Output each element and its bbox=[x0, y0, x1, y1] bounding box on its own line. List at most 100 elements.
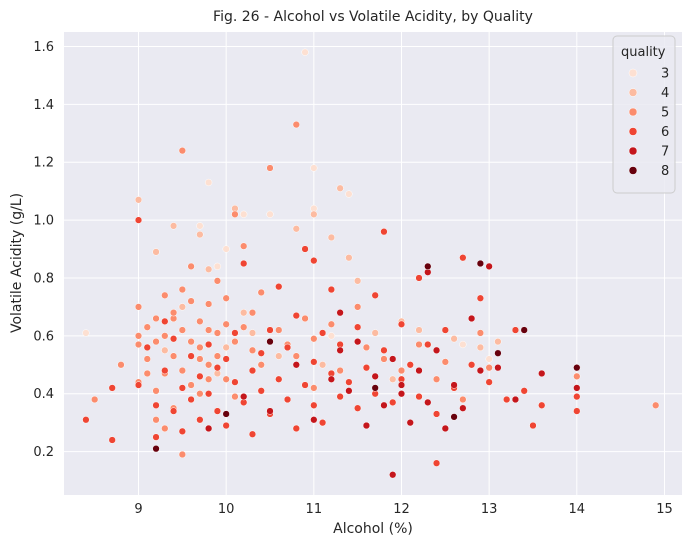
scatter-point-quality-6 bbox=[292, 311, 300, 320]
legend-marker bbox=[628, 88, 638, 97]
scatter-point-quality-3 bbox=[213, 262, 222, 271]
scatter-point-quality-8 bbox=[573, 364, 581, 372]
legend-title: quality bbox=[621, 45, 666, 60]
scatter-point-quality-4 bbox=[169, 222, 178, 230]
scatter-point-quality-8 bbox=[424, 262, 432, 271]
scatter-point-quality-4 bbox=[450, 335, 458, 343]
scatter-point-quality-7 bbox=[389, 355, 397, 363]
scatter-point-quality-6 bbox=[257, 349, 265, 357]
scatter-point-quality-6 bbox=[432, 410, 441, 418]
scatter-point-quality-5 bbox=[231, 392, 239, 401]
legend-marker bbox=[628, 68, 638, 78]
scatter-point-quality-5 bbox=[187, 337, 195, 346]
scatter-point-quality-6 bbox=[169, 407, 178, 415]
scatter-point-quality-7 bbox=[362, 421, 371, 430]
scatter-point-quality-5 bbox=[652, 401, 660, 409]
scatter-point-quality-6 bbox=[152, 433, 160, 441]
scatter-point-quality-7 bbox=[327, 375, 336, 383]
scatter-point-quality-3 bbox=[240, 210, 248, 218]
scatter-point-quality-5 bbox=[222, 294, 230, 302]
scatter-point-quality-5 bbox=[161, 424, 169, 433]
scatter-point-quality-7 bbox=[345, 387, 353, 395]
scatter-point-quality-7 bbox=[415, 366, 423, 375]
scatter-point-quality-6 bbox=[573, 392, 581, 401]
scatter-point-quality-7 bbox=[538, 369, 546, 378]
scatter-point-quality-5 bbox=[143, 355, 151, 363]
scatter-point-quality-6 bbox=[187, 395, 195, 404]
scatter-point-quality-6 bbox=[257, 387, 265, 395]
legend-box bbox=[612, 35, 676, 194]
scatter-point-quality-5 bbox=[204, 361, 213, 369]
scatter-point-quality-5 bbox=[459, 395, 467, 404]
scatter-point-quality-5 bbox=[310, 384, 318, 392]
scatter-point-quality-3 bbox=[301, 48, 309, 56]
scatter-point-quality-5 bbox=[152, 337, 160, 346]
scatter-point-quality-3 bbox=[310, 164, 318, 172]
scatter-point-quality-5 bbox=[231, 210, 239, 218]
scatter-point-quality-6 bbox=[231, 329, 239, 337]
scatter-point-quality-5 bbox=[240, 242, 248, 250]
scatter-point-quality-6 bbox=[275, 283, 283, 291]
plot-background bbox=[64, 32, 682, 495]
scatter-point-quality-5 bbox=[196, 390, 204, 398]
scatter-point-quality-6 bbox=[248, 430, 257, 438]
scatter-point-quality-5 bbox=[432, 375, 441, 383]
scatter-point-quality-7 bbox=[406, 419, 414, 427]
scatter-point-quality-7 bbox=[310, 416, 318, 424]
scatter-point-quality-5 bbox=[143, 323, 151, 331]
scatter-point-quality-4 bbox=[178, 303, 186, 311]
legend-label: 6 bbox=[661, 125, 669, 140]
scatter-point-quality-6 bbox=[292, 424, 300, 433]
scatter-point-quality-6 bbox=[169, 335, 178, 343]
scatter-point-quality-4 bbox=[161, 346, 169, 354]
scatter-point-quality-5 bbox=[240, 323, 248, 331]
scatter-point-quality-8 bbox=[520, 326, 528, 334]
scatter-point-quality-5 bbox=[476, 329, 485, 337]
scatter-point-quality-7 bbox=[354, 337, 362, 346]
scatter-point-quality-6 bbox=[441, 326, 449, 334]
scatter-point-quality-6 bbox=[354, 323, 362, 331]
scatter-point-quality-6 bbox=[424, 340, 432, 349]
scatter-point-quality-8 bbox=[222, 410, 230, 418]
scatter-point-quality-5 bbox=[222, 320, 230, 328]
y-axis-label: Volatile Acidity (g/L) bbox=[9, 193, 25, 333]
scatter-point-quality-5 bbox=[178, 326, 186, 334]
x-tick-label: 12 bbox=[393, 502, 410, 517]
scatter-point-quality-5 bbox=[257, 361, 265, 369]
y-tick-label: 1.2 bbox=[33, 156, 54, 171]
scatter-point-quality-7 bbox=[494, 364, 502, 372]
scatter-point-quality-5 bbox=[336, 366, 344, 375]
scatter-point-quality-6 bbox=[161, 317, 169, 326]
x-tick-label: 14 bbox=[569, 502, 586, 517]
y-tick-label: 1.6 bbox=[33, 40, 54, 55]
scatter-point-quality-6 bbox=[520, 387, 528, 395]
scatter-point-quality-5 bbox=[169, 309, 178, 317]
y-tick-label: 0.8 bbox=[33, 271, 54, 286]
scatter-point-quality-7 bbox=[336, 309, 344, 317]
scatter-point-quality-6 bbox=[538, 401, 546, 409]
scatter-point-quality-6 bbox=[204, 340, 213, 349]
scatter-point-quality-6 bbox=[161, 366, 169, 375]
chart-title: Fig. 26 - Alcohol vs Volatile Acidity, b… bbox=[213, 9, 533, 25]
scatter-point-quality-6 bbox=[275, 375, 283, 383]
x-tick-labels: 9 10 11 12 13 14 15 bbox=[134, 502, 672, 517]
legend-label: 4 bbox=[661, 86, 669, 101]
scatter-point-quality-7 bbox=[292, 361, 300, 369]
scatter-point-quality-4 bbox=[476, 343, 485, 352]
scatter-point-quality-3 bbox=[485, 355, 493, 363]
scatter-point-quality-6 bbox=[108, 384, 116, 392]
scatter-point-quality-5 bbox=[134, 303, 143, 311]
scatter-point-quality-6 bbox=[178, 384, 186, 392]
scatter-point-quality-6 bbox=[336, 392, 344, 401]
scatter-point-quality-7 bbox=[424, 398, 432, 407]
y-tick-labels: 0.2 0.4 0.6 0.8 1.0 1.2 1.4 1.6 bbox=[33, 40, 54, 460]
scatter-point-quality-5 bbox=[196, 317, 204, 326]
scatter-point-quality-4 bbox=[222, 343, 230, 352]
scatter-point-quality-8 bbox=[494, 349, 502, 357]
x-tick-label: 9 bbox=[134, 502, 142, 517]
scatter-point-quality-4 bbox=[240, 309, 248, 317]
scatter-point-quality-5 bbox=[222, 375, 230, 383]
scatter-point-quality-7 bbox=[266, 407, 274, 415]
y-tick-label: 0.2 bbox=[33, 445, 54, 460]
